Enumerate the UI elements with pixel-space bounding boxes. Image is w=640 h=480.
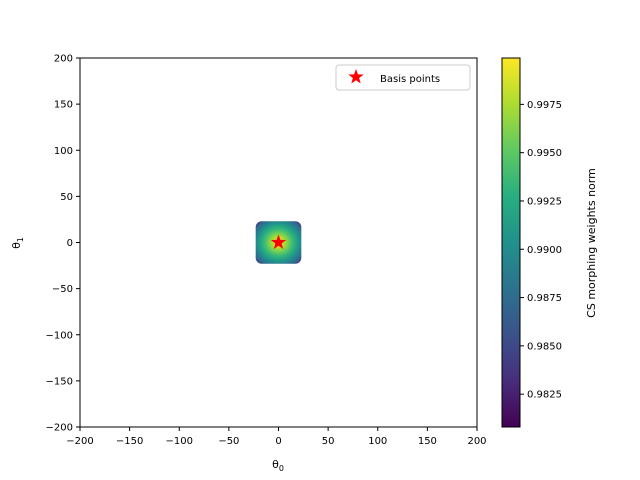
x-tick-label: −150 (116, 436, 143, 447)
y-tick-label: 200 (54, 54, 73, 65)
colorbar-ticks: 0.9825 0.9850 0.9875 0.9900 0.9925 0.9950 0.99… (520, 100, 562, 401)
x-axis-label: θ0 (272, 458, 284, 473)
y-tick-label: −100 (46, 330, 73, 341)
y-tick-label: −200 (46, 423, 73, 434)
colorbar-tick-label: 0.9925 (527, 196, 562, 207)
x-axis-ticks: −200 −150 −100 −50 0 50 100 150 200 (66, 427, 487, 447)
y-axis-label: θ1 (10, 237, 25, 249)
colorbar-tick-label: 0.9825 (527, 390, 562, 401)
legend-label-basis-points: Basis points (380, 74, 440, 85)
y-tick-label: 100 (54, 146, 73, 157)
y-tick-label: −50 (52, 284, 73, 295)
colorbar-tick-label: 0.9850 (527, 341, 562, 352)
x-tick-label: 50 (322, 436, 335, 447)
legend-box (335, 64, 471, 91)
y-tick-label: 0 (67, 238, 73, 249)
legend-star-icon (348, 69, 364, 84)
colorbar-tick-label: 0.9975 (527, 100, 562, 111)
y-tick-label: 50 (60, 192, 73, 203)
x-tick-label: 0 (275, 436, 281, 447)
main-axes: −200 −150 −100 −50 0 50 100 150 200 −200 −150 −100… (10, 54, 487, 474)
colorbar-tick-label: 0.9900 (527, 245, 562, 256)
x-tick-label: 100 (368, 436, 387, 447)
y-tick-label: 150 (54, 100, 73, 111)
colorbar-label: CS morphing weights norm (585, 168, 598, 318)
x-tick-label: 150 (418, 436, 437, 447)
colorbar-tick-label: 0.9950 (527, 148, 562, 159)
colorbar-gradient (501, 57, 521, 428)
x-tick-label: −100 (166, 436, 193, 447)
legend: Basis points (335, 64, 471, 91)
x-tick-label: −50 (218, 436, 239, 447)
x-tick-label: −200 (66, 436, 93, 447)
marker-layer (270, 234, 287, 249)
x-tick-label: 200 (467, 436, 486, 447)
y-axis-ticks: −200 −150 −100 −50 0 50 100 150 200 (46, 54, 80, 434)
colorbar: 0.9825 0.9850 0.9875 0.9900 0.9925 0.9950 0.99… (501, 57, 598, 428)
colorbar-tick-label: 0.9875 (527, 293, 562, 304)
basis-point-star (270, 234, 287, 249)
y-tick-label: −150 (46, 376, 73, 387)
